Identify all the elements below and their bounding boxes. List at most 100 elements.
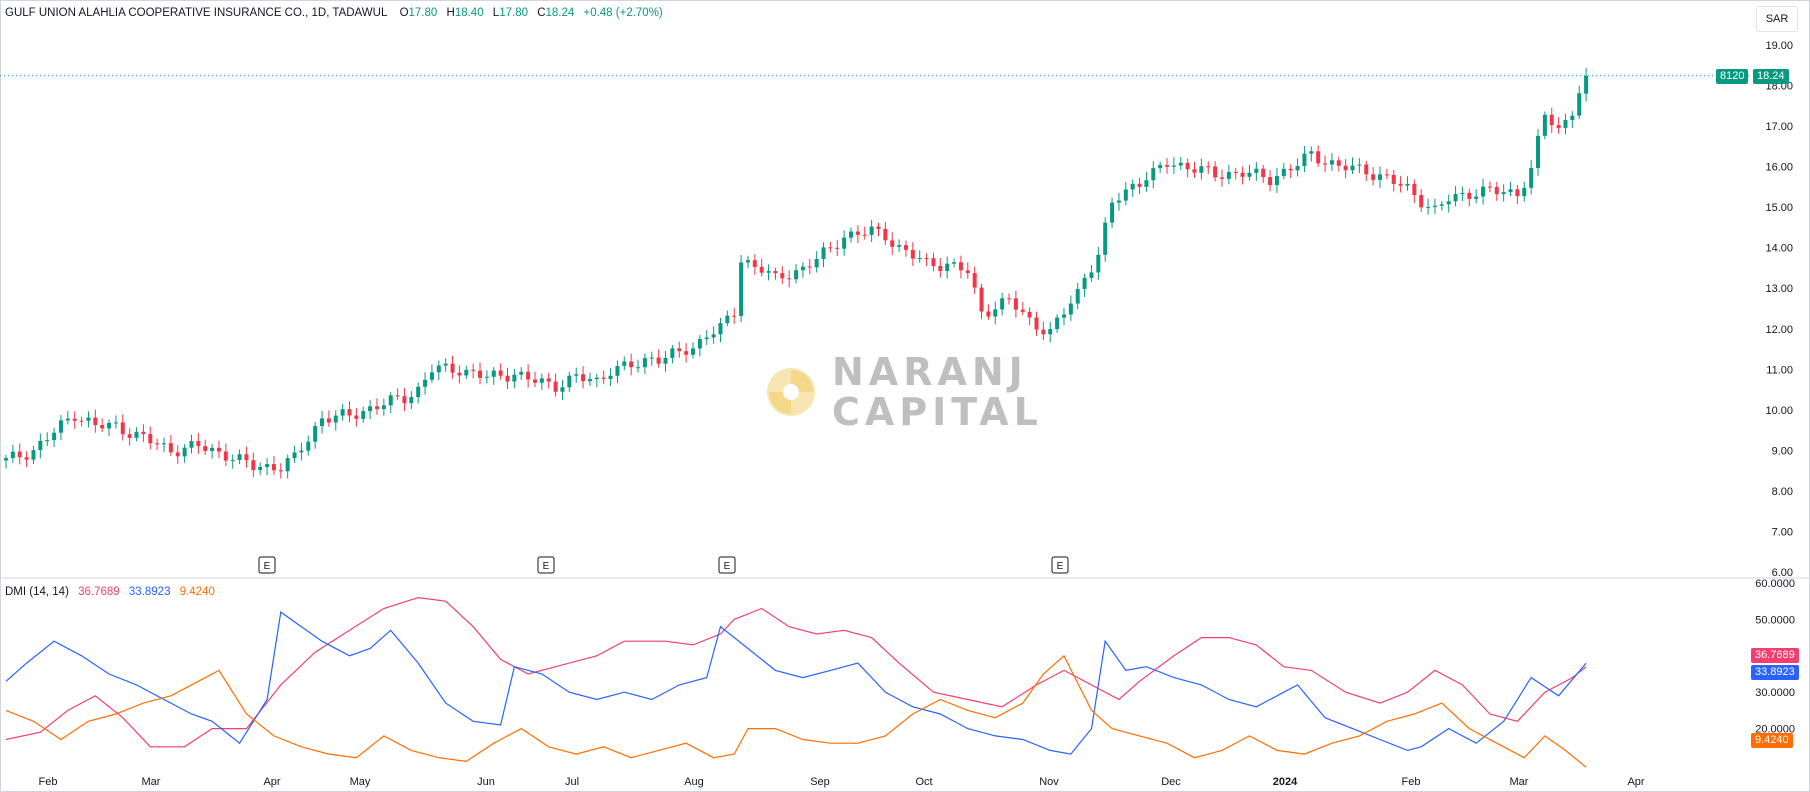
candle-body <box>1357 164 1362 166</box>
time-tick-label: Apr <box>1627 776 1644 788</box>
candle-body <box>58 420 63 433</box>
candle-body <box>1130 183 1135 190</box>
candle-body <box>574 374 579 376</box>
candle-body <box>1494 186 1499 195</box>
candle-body <box>168 443 173 453</box>
price-tick-label: 17.00 <box>1765 121 1793 133</box>
candle-body <box>711 334 716 338</box>
dmi-legend[interactable]: DMI (14, 14) 36.7689 33.8923 9.4240 <box>5 586 221 598</box>
adx-tag: 36.7689 <box>1751 648 1799 663</box>
price-tick-label: 19.00 <box>1765 40 1793 52</box>
time-tick-label: Jun <box>477 776 495 788</box>
price-tick-label: 9.00 <box>1772 445 1793 457</box>
candle-body <box>1034 317 1039 330</box>
candle-body <box>134 431 139 438</box>
candle-body <box>1563 120 1568 128</box>
candle-body <box>72 418 77 421</box>
candle-body <box>216 447 221 452</box>
time-tick-label: 2024 <box>1273 776 1298 788</box>
candle-body <box>1219 177 1224 179</box>
price-tick-label: 10.00 <box>1765 405 1793 417</box>
candle-body <box>155 443 160 445</box>
candle-body <box>292 452 297 459</box>
candle-body <box>849 231 854 238</box>
time-tick-label: Sep <box>810 776 830 788</box>
candle-body <box>505 375 510 382</box>
currency-button[interactable]: SAR <box>1756 6 1798 32</box>
candle-body <box>1137 183 1142 187</box>
candle-body <box>1103 222 1108 255</box>
candle-body <box>1542 114 1547 136</box>
candle-body <box>464 369 469 376</box>
candle-body <box>1020 309 1025 312</box>
candle-body <box>869 226 874 235</box>
candle-body <box>333 415 338 423</box>
price-axis[interactable]: 19.0018.0017.0016.0015.0014.0013.0012.00… <box>1765 40 1793 579</box>
candle-body <box>1487 186 1492 188</box>
candle-body <box>1281 168 1286 177</box>
candle-body <box>1192 169 1197 173</box>
candle-body <box>79 420 84 422</box>
candle-body <box>1000 298 1005 310</box>
candle-body <box>1412 183 1417 196</box>
candle-body <box>1233 172 1238 174</box>
candle-body <box>532 379 537 383</box>
candle-body <box>739 262 744 316</box>
dmi-pane[interactable] <box>5 596 1587 768</box>
candle-body <box>1474 196 1479 199</box>
candle-body <box>320 418 325 427</box>
candle-body <box>182 447 187 457</box>
open-value: O17.80 <box>399 7 438 19</box>
candle-body <box>903 245 908 250</box>
earnings-marker-label: E <box>724 561 731 572</box>
candle-body <box>1295 166 1300 171</box>
candle-body <box>766 271 771 273</box>
price-pane[interactable] <box>0 68 1750 479</box>
dmi-plus-di-value: 33.8923 <box>128 586 171 598</box>
candle-body <box>1158 165 1163 169</box>
candle-body <box>1007 298 1012 300</box>
time-axis[interactable]: Feb Mar Apr May Jun Jul Aug Sep Oct Nov Dec 2024 Feb… <box>39 776 1645 788</box>
minus-di-tag: 9.4240 <box>1751 733 1793 748</box>
candle-body <box>587 379 592 382</box>
candle-body <box>560 387 565 392</box>
candle-body <box>725 315 730 324</box>
candle-body <box>862 234 867 236</box>
candle-body <box>31 450 36 460</box>
candle-body <box>162 443 167 445</box>
earnings-marker <box>258 556 276 574</box>
symbol-legend[interactable]: GULF UNION ALAHLIA COOPERATIVE INSURANCE… <box>5 7 663 19</box>
candle-body <box>271 464 276 471</box>
candle-body <box>1068 303 1073 315</box>
candle-body <box>491 370 496 377</box>
dmi-adx-value: 36.7689 <box>78 586 120 598</box>
time-tick-label: Aug <box>684 776 704 788</box>
time-tick-label: Feb <box>1402 776 1421 788</box>
candle-body <box>395 395 400 397</box>
candle-body <box>17 451 22 458</box>
price-tick-label: 8.00 <box>1772 486 1793 498</box>
candle-body <box>842 237 847 249</box>
candle-body <box>1515 189 1520 197</box>
candle-body <box>945 263 950 271</box>
candle-body <box>986 311 991 317</box>
candle-body <box>45 440 50 442</box>
candle-body <box>1549 114 1554 126</box>
candle-body <box>1199 166 1204 173</box>
candle-body <box>1343 165 1348 171</box>
candle-body <box>388 395 393 406</box>
candle-body <box>374 406 379 410</box>
candle-body <box>498 370 503 376</box>
countdown-tag: 8120 <box>1716 69 1749 84</box>
candle-body <box>1384 174 1389 176</box>
candle-body <box>814 259 819 268</box>
candle-body <box>251 460 256 471</box>
candle-body <box>484 376 489 378</box>
candle-body <box>883 228 888 241</box>
candle-body <box>1247 172 1252 177</box>
candle-body <box>347 409 352 416</box>
candle-body <box>828 247 833 249</box>
time-tick-label: Apr <box>263 776 280 788</box>
